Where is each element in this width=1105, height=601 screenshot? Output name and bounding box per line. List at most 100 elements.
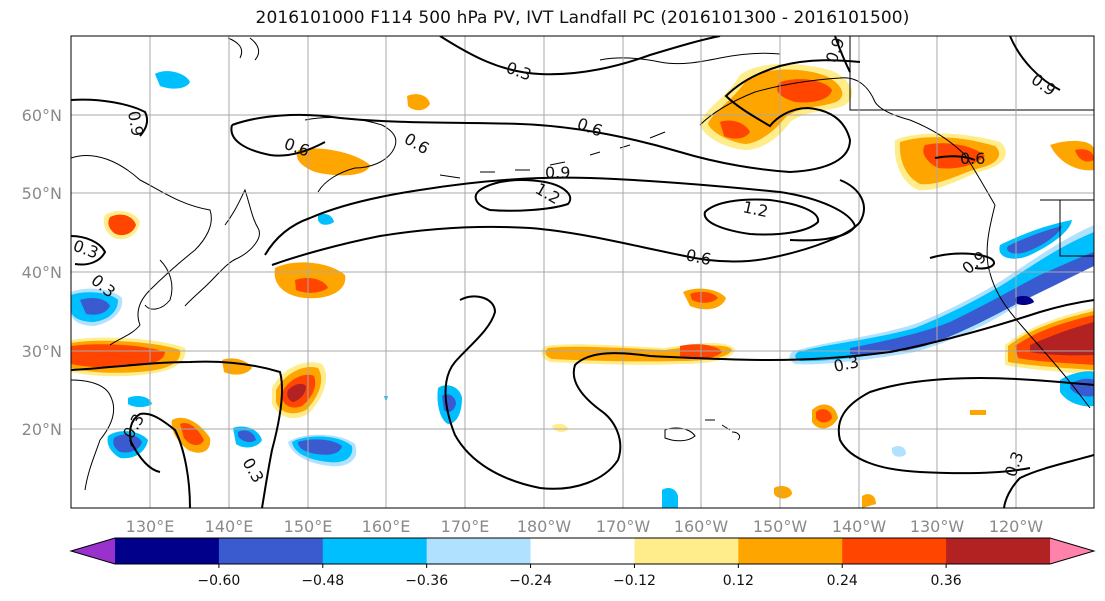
colorbar-tick-label: 0.36 [931, 573, 962, 589]
negative-anomaly-small-12 [662, 488, 678, 508]
lon-label: 180°W [517, 517, 572, 536]
colorbar-segment [322, 538, 428, 564]
contour-0.6-north-arc [231, 59, 861, 174]
lon-label: 140°W [832, 517, 887, 536]
contour-0.9-northwest [71, 98, 326, 157]
pv-contours [71, 36, 1094, 508]
coastline-hokkaido [227, 37, 260, 61]
negative-anomaly-small-9 [128, 396, 152, 407]
lat-label: 50°N [22, 184, 62, 203]
coastline-west-na [986, 204, 1091, 409]
longitude-labels: 130°E 140°E 150°E 160°E 170°E 180°W 170°… [126, 517, 1044, 536]
contour-0.9-main [264, 176, 857, 256]
positive-anomaly-small-5 [970, 410, 986, 415]
contour-0.3-korea [71, 235, 107, 266]
positive-anomaly-bc2-max [1075, 149, 1094, 162]
colorbar-outline [69, 537, 1096, 565]
positive-anomaly-small-7 [862, 494, 876, 508]
lat-label: 20°N [22, 420, 62, 439]
contour-1.2-east [703, 198, 820, 236]
positive-anomaly-philippine-sea-max [287, 383, 306, 402]
negative-anomaly-small-10-core [238, 430, 256, 443]
positive-anomaly-china-sea-max [71, 344, 165, 368]
lon-label: 120°W [989, 517, 1044, 536]
negative-anomaly-small-8 [318, 214, 334, 225]
positive-anomaly-alaska-max2 [720, 120, 750, 139]
contour-0.3-central [444, 295, 1094, 490]
lat-label: 60°N [22, 106, 62, 125]
coastline-alaska [699, 77, 996, 206]
contour-0.6-main [271, 179, 865, 266]
lon-label: 150°E [284, 517, 333, 536]
lon-label: 150°W [753, 517, 808, 536]
coastline-hawaii [664, 419, 741, 442]
negative-anomaly-okhotsk [155, 71, 190, 89]
colorbar-segment [426, 538, 532, 564]
contour-0.3-east [837, 376, 1094, 475]
colorbar-labels: −0.60 −0.48 −0.36 −0.24 −0.12 0.12 0.24 0.36 [197, 564, 962, 589]
colorbar-segment [115, 538, 220, 564]
colorbar-segment [218, 538, 324, 564]
lat-label: 30°N [22, 342, 62, 361]
colorbar-extend-high [1050, 538, 1094, 564]
positive-anomaly-alaska-max [777, 79, 832, 103]
negative-anomaly-atmospheric-river-mid [850, 252, 1094, 355]
contour-label: 0.6 [684, 245, 713, 269]
contour-1.2-west [474, 179, 572, 212]
positive-anomaly-california-max [1030, 322, 1094, 356]
latitude-labels: 60°N 50°N 40°N 30°N 20°N [22, 106, 62, 439]
lon-label: 140°E [205, 517, 254, 536]
positive-anomaly-small-4 [774, 486, 792, 499]
colorbar-segment [946, 538, 1051, 564]
colorbar-extend-low [71, 538, 115, 564]
lat-label: 40°N [22, 263, 62, 282]
coastline-korea [144, 259, 173, 310]
contour-0.3-main [71, 360, 283, 508]
colorbar-tick-label: −0.36 [405, 573, 448, 589]
contour-label: 0.6 [960, 149, 985, 168]
colorbar-tick-label: −0.24 [509, 573, 552, 589]
contour-0.3-far-east [1003, 454, 1094, 508]
map-frame [70, 35, 1095, 509]
positive-anomaly-small-2-max [180, 422, 204, 446]
contour-0.9-east [929, 252, 995, 270]
negative-anomaly-korea-max [80, 298, 110, 315]
contour-0.9-arctic [1009, 36, 1061, 91]
colorbar-segment [738, 538, 843, 564]
contour-0.3-north [439, 36, 721, 76]
graticule [71, 36, 1094, 508]
contour-label: 0.9 [545, 163, 570, 182]
lon-label: 170°W [596, 517, 651, 536]
lon-label: 160°W [674, 517, 729, 536]
contour-0.3-small [129, 439, 161, 473]
positive-anomaly-okhotsk [407, 94, 430, 111]
positive-anomaly-east-japan-max [295, 277, 328, 293]
colorbar-tick-label: −0.12 [613, 573, 656, 589]
colorbar-tick-label: −0.48 [301, 573, 344, 589]
contour-label: 0.3 [832, 352, 861, 376]
lon-label: 160°E [362, 517, 411, 536]
coastline-asia [71, 154, 212, 491]
colorbar [69, 537, 1096, 565]
colorbar-tick-label: 0.24 [827, 573, 858, 589]
contour-label: 0.9 [124, 109, 147, 137]
coastline-aleutians [439, 131, 666, 179]
negative-anomaly-ar-north-core [1007, 226, 1062, 254]
lon-label: 130°E [126, 517, 175, 536]
lon-label: 170°E [441, 517, 490, 536]
lon-label: 130°W [910, 517, 965, 536]
contour-0.6-bc [934, 155, 976, 161]
negative-anomaly-ar-max [1015, 295, 1034, 305]
map-title: 2016101000 F114 500 hPa PV, IVT Landfall… [255, 8, 910, 28]
positive-anomaly-small-6 [552, 423, 568, 433]
colorbar-segment [842, 538, 947, 564]
positive-anomaly-bc2 [1050, 140, 1094, 171]
negative-anomaly-small-13 [892, 446, 906, 457]
map-panel: 0.3 0.9 0.6 0.6 0.9 1.2 0.6 1.2 0.6 0.9 … [71, 36, 1094, 508]
contour-label: 1.2 [741, 197, 770, 221]
negative-anomaly-west-pacific-max [298, 439, 342, 455]
colorbar-segment [634, 538, 739, 564]
contour-0.9-alaska [834, 36, 851, 73]
coastline-sea-ice-arctic [599, 52, 781, 65]
